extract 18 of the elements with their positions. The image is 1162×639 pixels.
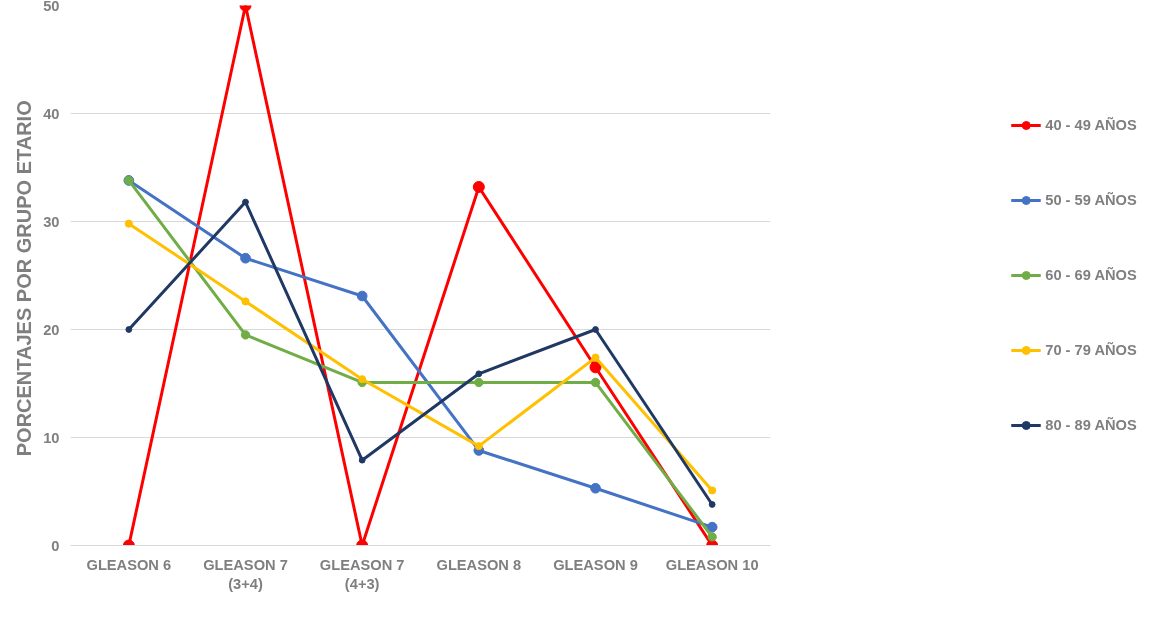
legend-label: 50 - 59 AÑOS — [1045, 192, 1137, 208]
y-axis-title: PORCENTAJES POR GRUPO ETARIO — [13, 100, 36, 457]
legend-label: 60 - 69 AÑOS — [1045, 267, 1137, 283]
x-tick-label: GLEASON 7 (4+3) — [319, 556, 405, 592]
y-tick-label: 10 — [43, 429, 60, 446]
x-tick-label: GLEASON 10 — [665, 556, 759, 573]
y-tick-label: 0 — [51, 537, 60, 554]
legend-label: 80 - 89 AÑOS — [1045, 417, 1137, 433]
y-tick-label: 40 — [43, 105, 60, 122]
y-tick-label: 20 — [43, 321, 60, 338]
x-tick-label: GLEASON 8 — [436, 556, 522, 573]
legend-label: 40 - 49 AÑOS — [1045, 117, 1137, 133]
x-tick-label: GLEASON 9 — [553, 556, 638, 573]
x-tick-label: GLEASON 7 (3+4) — [203, 556, 288, 592]
y-tick-label: 30 — [43, 213, 60, 230]
y-tick-label: 50 — [43, 0, 60, 14]
legend-label: 70 - 79 AÑOS — [1045, 342, 1137, 358]
x-tick-label: GLEASON 6 — [86, 556, 172, 573]
